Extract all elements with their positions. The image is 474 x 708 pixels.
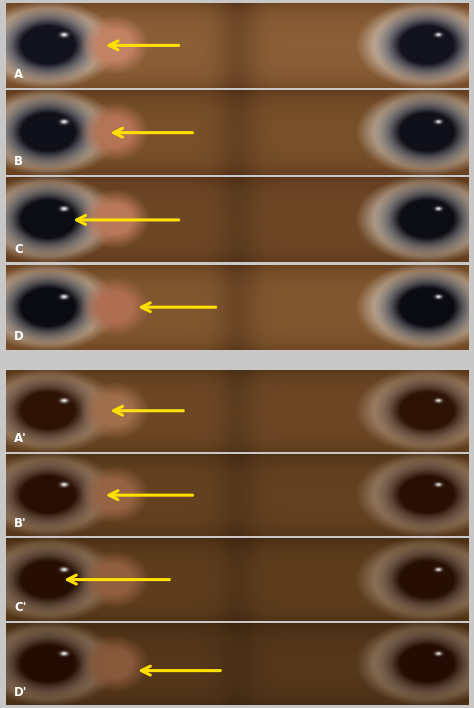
Text: D': D' — [14, 685, 27, 699]
Text: C: C — [14, 243, 23, 256]
Text: D: D — [14, 330, 24, 343]
Text: A: A — [14, 68, 23, 81]
Text: A': A' — [14, 433, 27, 445]
Text: C': C' — [14, 601, 27, 614]
Text: B: B — [14, 156, 23, 169]
Text: B': B' — [14, 517, 27, 530]
